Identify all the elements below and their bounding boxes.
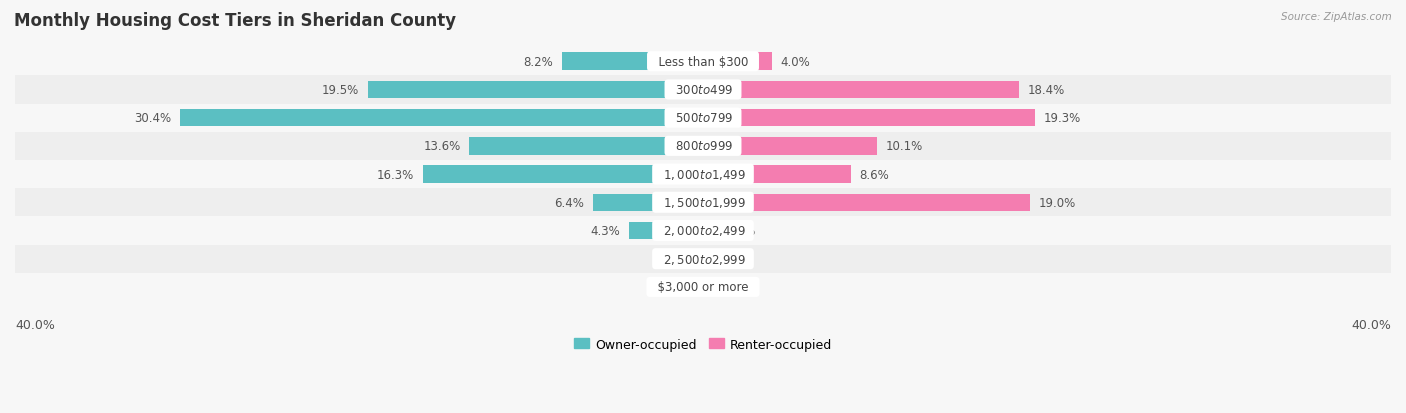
Text: 19.5%: 19.5% [322,84,359,97]
Bar [470,138,703,155]
Bar [681,278,703,296]
Bar [15,48,1391,76]
Text: 13.6%: 13.6% [423,140,461,153]
Text: Less than $300: Less than $300 [651,56,755,69]
Text: 40.0%: 40.0% [15,318,55,331]
Text: 30.4%: 30.4% [135,112,172,125]
Text: 19.3%: 19.3% [1043,112,1081,125]
Text: $300 to $499: $300 to $499 [668,84,738,97]
Bar [703,53,772,71]
Text: $1,000 to $1,499: $1,000 to $1,499 [655,168,751,182]
Bar [15,76,1391,104]
Text: Source: ZipAtlas.com: Source: ZipAtlas.com [1281,12,1392,22]
Text: 6.4%: 6.4% [554,196,585,209]
Bar [703,81,1019,99]
Bar [703,109,1035,127]
Text: 40.0%: 40.0% [1351,318,1391,331]
Bar [15,217,1391,245]
Text: 18.4%: 18.4% [1028,84,1066,97]
Text: Monthly Housing Cost Tiers in Sheridan County: Monthly Housing Cost Tiers in Sheridan C… [14,12,456,30]
Text: 4.0%: 4.0% [780,56,810,69]
Bar [15,273,1391,301]
Bar [628,222,703,240]
Text: 8.6%: 8.6% [859,168,889,181]
Text: $1,500 to $1,999: $1,500 to $1,999 [655,196,751,210]
Bar [562,53,703,71]
Bar [703,138,877,155]
Bar [423,166,703,183]
Text: $800 to $999: $800 to $999 [668,140,738,153]
Bar [703,222,713,240]
Text: 16.3%: 16.3% [377,168,413,181]
Bar [15,104,1391,133]
Text: 8.2%: 8.2% [523,56,554,69]
Text: 10.1%: 10.1% [886,140,922,153]
Text: 19.0%: 19.0% [1039,196,1076,209]
Bar [15,245,1391,273]
Bar [15,189,1391,217]
Text: 0.61%: 0.61% [718,224,756,237]
Bar [15,133,1391,161]
Bar [702,250,703,268]
Text: 1.3%: 1.3% [645,281,675,294]
Text: $500 to $799: $500 to $799 [668,112,738,125]
Legend: Owner-occupied, Renter-occupied: Owner-occupied, Renter-occupied [574,338,832,351]
Text: 0.0%: 0.0% [709,253,738,266]
Bar [367,81,703,99]
Text: 4.3%: 4.3% [591,224,620,237]
Bar [703,194,1029,211]
Text: $3,000 or more: $3,000 or more [650,281,756,294]
Text: 0.09%: 0.09% [659,253,696,266]
Text: $2,000 to $2,499: $2,000 to $2,499 [655,224,751,238]
Bar [180,109,703,127]
Text: 0.0%: 0.0% [709,281,738,294]
Bar [703,166,851,183]
Text: $2,500 to $2,999: $2,500 to $2,999 [655,252,751,266]
Bar [15,161,1391,189]
Bar [593,194,703,211]
